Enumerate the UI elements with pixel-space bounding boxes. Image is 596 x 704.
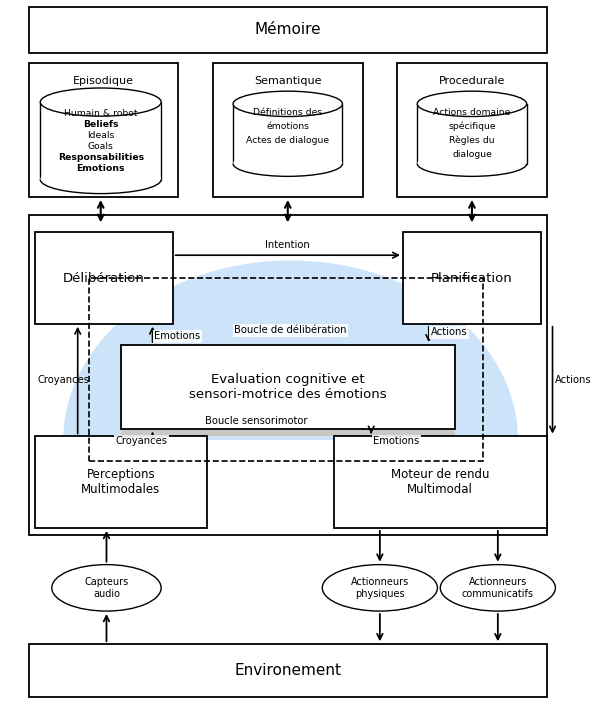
Text: Actions: Actions	[430, 327, 467, 337]
Polygon shape	[121, 429, 455, 436]
Text: Actions: Actions	[555, 375, 592, 385]
FancyBboxPatch shape	[397, 63, 547, 197]
FancyBboxPatch shape	[29, 7, 547, 53]
Text: Actionneurs
communicatifs: Actionneurs communicatifs	[462, 577, 534, 598]
Polygon shape	[63, 260, 518, 440]
Ellipse shape	[233, 151, 343, 176]
Ellipse shape	[233, 91, 343, 116]
FancyBboxPatch shape	[29, 63, 178, 197]
FancyBboxPatch shape	[403, 232, 541, 324]
FancyBboxPatch shape	[35, 436, 207, 528]
Text: Episodique: Episodique	[73, 76, 134, 86]
Text: Procedurale: Procedurale	[439, 76, 505, 86]
Text: Perceptions
Multimodales: Perceptions Multimodales	[81, 468, 160, 496]
Ellipse shape	[322, 565, 437, 611]
Text: Moteur de rendu
Multimodal: Moteur de rendu Multimodal	[391, 468, 489, 496]
Text: Actions domaine: Actions domaine	[433, 108, 511, 117]
Text: Mémoire: Mémoire	[254, 23, 321, 37]
FancyBboxPatch shape	[213, 63, 362, 197]
Ellipse shape	[417, 151, 527, 176]
Text: Planification: Planification	[431, 272, 513, 284]
Text: Boucle sensorimotor: Boucle sensorimotor	[205, 416, 308, 426]
Text: Emotions: Emotions	[154, 332, 200, 341]
Text: Délibération: Délibération	[63, 272, 145, 284]
Ellipse shape	[41, 165, 161, 194]
FancyBboxPatch shape	[121, 345, 455, 429]
Text: Humain & robot: Humain & robot	[64, 109, 138, 118]
FancyBboxPatch shape	[29, 215, 547, 535]
Ellipse shape	[41, 88, 161, 116]
Text: Goals: Goals	[88, 142, 114, 151]
Text: Ideals: Ideals	[87, 131, 114, 140]
Ellipse shape	[52, 565, 161, 611]
FancyBboxPatch shape	[29, 644, 547, 697]
FancyBboxPatch shape	[417, 103, 527, 163]
Text: Responsabilities: Responsabilities	[58, 153, 144, 162]
Text: Emotions: Emotions	[76, 163, 125, 172]
Text: Capteurs
audio: Capteurs audio	[85, 577, 129, 598]
FancyBboxPatch shape	[334, 436, 547, 528]
Ellipse shape	[417, 91, 527, 116]
Text: Beliefs: Beliefs	[83, 120, 119, 129]
Ellipse shape	[440, 565, 555, 611]
Text: dialogue: dialogue	[452, 150, 492, 159]
Text: spécifique: spécifique	[448, 122, 496, 131]
Text: Croyances: Croyances	[38, 375, 89, 385]
Text: émotions: émotions	[266, 122, 309, 131]
Text: Actes de dialogue: Actes de dialogue	[246, 136, 330, 145]
Text: Règles du: Règles du	[449, 136, 495, 145]
FancyBboxPatch shape	[233, 103, 343, 163]
FancyBboxPatch shape	[35, 232, 173, 324]
Text: Evaluation cognitive et
sensori-motrice des émotions: Evaluation cognitive et sensori-motrice …	[189, 373, 387, 401]
Text: Emotions: Emotions	[373, 436, 419, 446]
FancyBboxPatch shape	[41, 102, 161, 180]
Text: Actionneurs
physiques: Actionneurs physiques	[350, 577, 409, 598]
Text: Semantique: Semantique	[254, 76, 321, 86]
Text: Définitions des: Définitions des	[253, 108, 322, 117]
Text: Environement: Environement	[234, 663, 342, 678]
Text: Croyances: Croyances	[115, 436, 167, 446]
Text: Intention: Intention	[265, 239, 310, 249]
Text: Boucle de délibération: Boucle de délibération	[234, 325, 347, 335]
